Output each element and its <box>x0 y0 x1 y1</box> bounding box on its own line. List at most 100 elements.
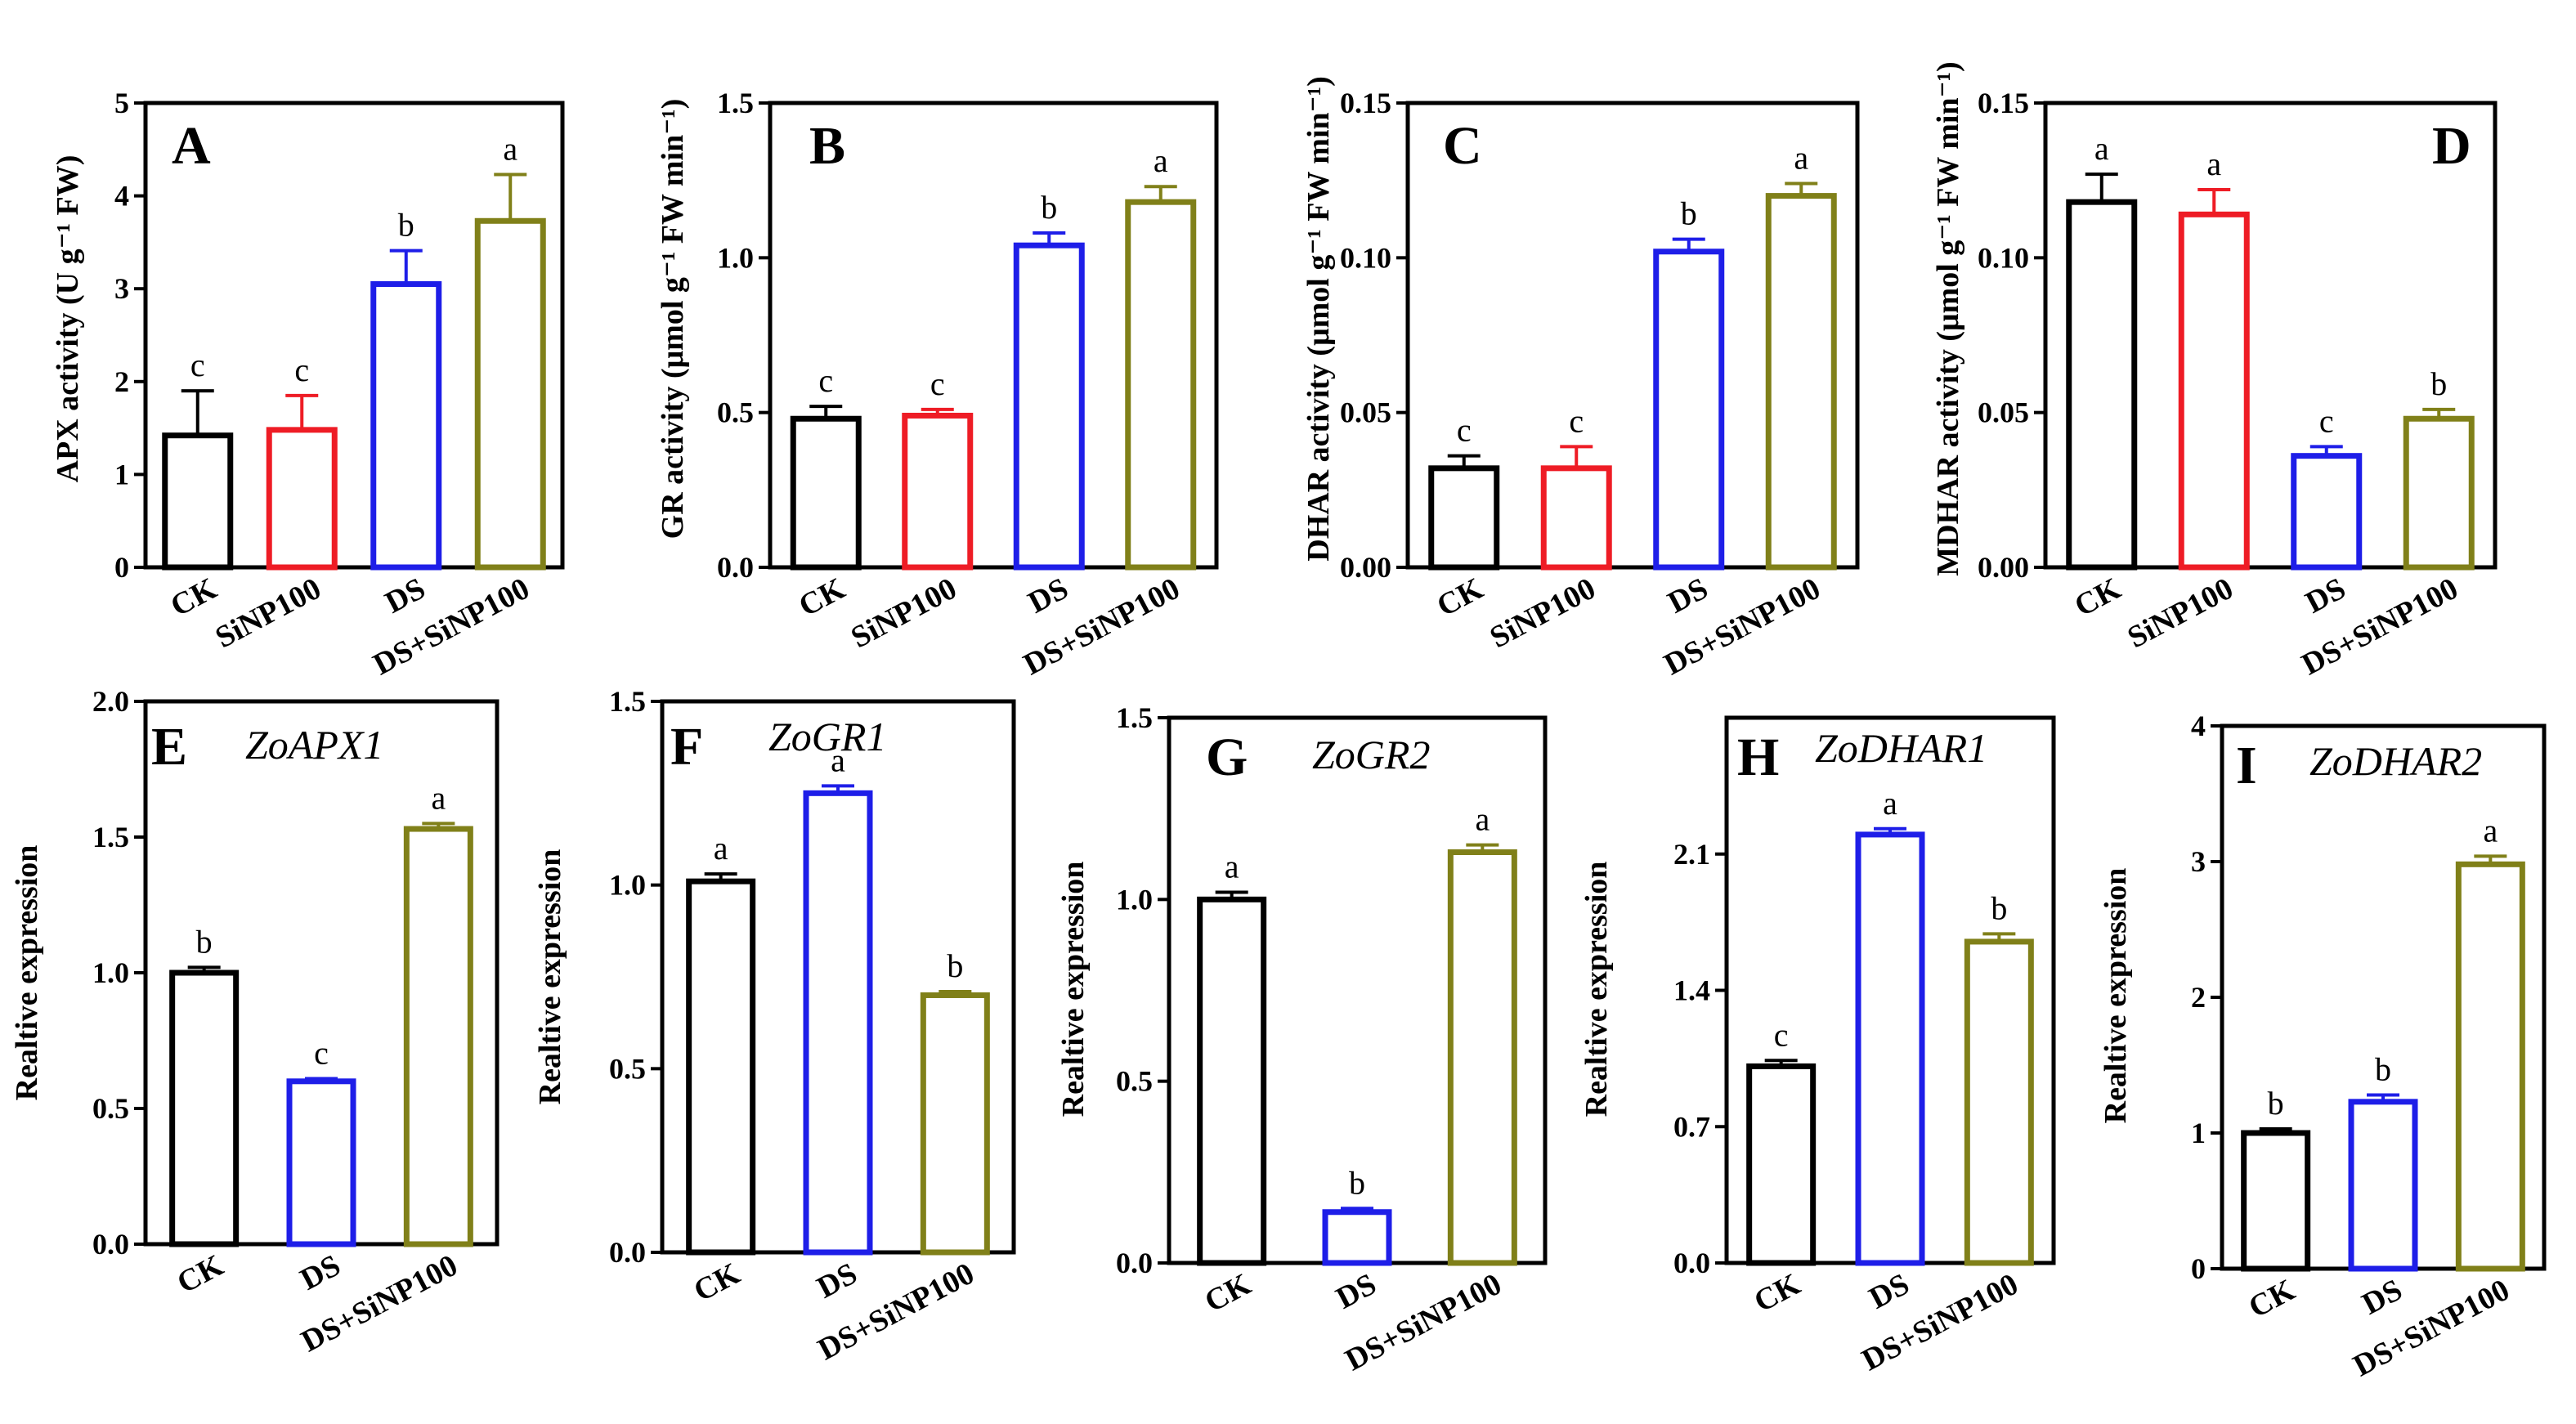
significance-label: c <box>314 1034 329 1071</box>
bar <box>2348 1099 2418 1272</box>
y-tick-label: 2 <box>114 365 129 398</box>
significance-label: b <box>1991 889 2007 926</box>
y-tick-label: 3 <box>2191 845 2206 878</box>
panel-letter: G <box>1206 728 1248 787</box>
bar-group-ck: c CK <box>790 362 862 624</box>
y-tick-label: 1 <box>114 458 129 490</box>
bar <box>1013 242 1085 571</box>
x-tick-label: DS <box>1662 571 1714 620</box>
significance-label: c <box>190 347 205 383</box>
gene-name: ZoGR2 <box>1312 732 1430 777</box>
y-axis-label: MDHAR activity (μmol g⁻¹ FW min⁻¹) <box>1931 61 1965 575</box>
plot-frame <box>1405 101 1860 570</box>
significance-label: a <box>1475 801 1490 838</box>
y-tick-label: 0.0 <box>1116 1247 1153 1279</box>
significance-label: b <box>398 207 414 244</box>
bar <box>686 878 756 1256</box>
y-tick-label: 0.00 <box>1340 551 1391 584</box>
significance-label: c <box>818 362 833 399</box>
panel-letter: F <box>670 717 703 777</box>
bar <box>2291 453 2363 571</box>
y-tick-label: 0.0 <box>609 1236 646 1269</box>
x-tick-label: SiNP100 <box>845 571 962 656</box>
panel-d: 0.00 0.05 0.10 0.15 MDHAR activity (μmol g⁻¹… <box>1931 61 2498 682</box>
y-tick-label: 4 <box>114 180 129 213</box>
significance-label: a <box>2094 130 2109 167</box>
bar-group-ds: b DS <box>2348 1051 2418 1322</box>
bar <box>474 217 546 571</box>
x-tick-label: CK <box>688 1256 746 1309</box>
significance-label: b <box>2430 365 2447 402</box>
y-axis: 0 1 2 3 4 5 <box>114 87 146 584</box>
gene-name: ZoGR1 <box>768 714 886 759</box>
bar <box>2403 415 2475 571</box>
y-tick-label: 0.5 <box>717 396 754 429</box>
x-tick-label: SiNP100 <box>210 571 327 656</box>
significance-label: a <box>431 779 446 816</box>
bar-group-ck: a CK <box>686 830 756 1309</box>
y-tick-label: 0.10 <box>1340 241 1391 274</box>
x-tick-label: DS <box>2357 1273 2408 1322</box>
y-tick-label: 0.5 <box>92 1092 129 1125</box>
bar-group-ck: a CK <box>1197 848 1267 1319</box>
panel-a: 0 1 2 3 4 5 APX activity (U g⁻¹ FW) Ac CK c SiNP10… <box>51 87 565 682</box>
y-tick-label: 1.0 <box>609 869 646 902</box>
x-tick-label: DS <box>1023 571 1074 620</box>
y-tick-label: 0.5 <box>1116 1065 1153 1098</box>
x-tick-label: CK <box>172 1248 229 1301</box>
x-tick-label: CK <box>1749 1267 1806 1319</box>
y-axis-label: Realtive expression <box>1579 862 1614 1117</box>
significance-label: b <box>2375 1051 2391 1088</box>
y-tick-label: 0.10 <box>1978 241 2029 274</box>
bar <box>370 281 442 571</box>
bar <box>1653 249 1725 571</box>
significance-label: a <box>714 830 728 866</box>
x-tick-label: CK <box>1431 571 1489 624</box>
y-tick-label: 1.5 <box>609 685 646 718</box>
bar <box>1125 199 1197 571</box>
plot-frame <box>2220 723 2547 1271</box>
bar-group-ds: a DS <box>1855 785 1925 1316</box>
y-tick-label: 1 <box>2191 1117 2206 1149</box>
significance-label: a <box>831 741 845 778</box>
x-tick-label: DS <box>1864 1267 1915 1316</box>
y-tick-label: 0.0 <box>717 551 754 584</box>
plot-frame <box>2043 101 2498 570</box>
y-tick-label: 0.05 <box>1978 396 2029 429</box>
bar-group-ds: b DS <box>1653 195 1725 620</box>
y-tick-label: 0.0 <box>92 1228 129 1261</box>
bar <box>1964 938 2034 1266</box>
bar <box>2455 861 2525 1272</box>
panel-letter: A <box>172 116 211 176</box>
y-tick-label: 2 <box>2191 981 2206 1014</box>
y-axis-label: GR activity (μmol g⁻¹ FW min⁻¹) <box>656 99 690 540</box>
significance-label: c <box>294 352 309 388</box>
y-tick-label: 0.00 <box>1978 551 2029 584</box>
significance-label: c <box>1457 412 1472 449</box>
y-axis-label: Realtive expression <box>1056 862 1091 1117</box>
bar-group-ck: b CK <box>169 923 240 1301</box>
x-tick-label: CK <box>2243 1273 2300 1325</box>
bar <box>2066 199 2138 571</box>
significance-label: a <box>503 130 517 167</box>
bar-group-ck: c CK <box>162 347 234 624</box>
y-tick-label: 1.5 <box>92 821 129 853</box>
y-axis: 0.0 0.5 1.0 1.5 <box>609 685 662 1269</box>
significance-label: b <box>196 923 213 960</box>
gene-name: ZoDHAR2 <box>2309 738 2482 784</box>
y-tick-label: 0.15 <box>1340 87 1391 119</box>
bar-group-sinp100: c SiNP100 <box>845 365 974 656</box>
y-tick-label: 5 <box>114 87 129 119</box>
panel-letter: H <box>1737 728 1779 787</box>
x-tick-label: CK <box>165 571 222 624</box>
y-tick-label: 0 <box>2191 1252 2206 1285</box>
panel-letter: C <box>1443 116 1482 176</box>
bar <box>1540 465 1612 571</box>
y-tick-label: 2.1 <box>1673 838 1710 871</box>
bar-group-ck: a CK <box>2066 130 2138 624</box>
bar-group-ck: b CK <box>2241 1085 2311 1325</box>
x-tick-label: DS <box>1331 1267 1382 1316</box>
